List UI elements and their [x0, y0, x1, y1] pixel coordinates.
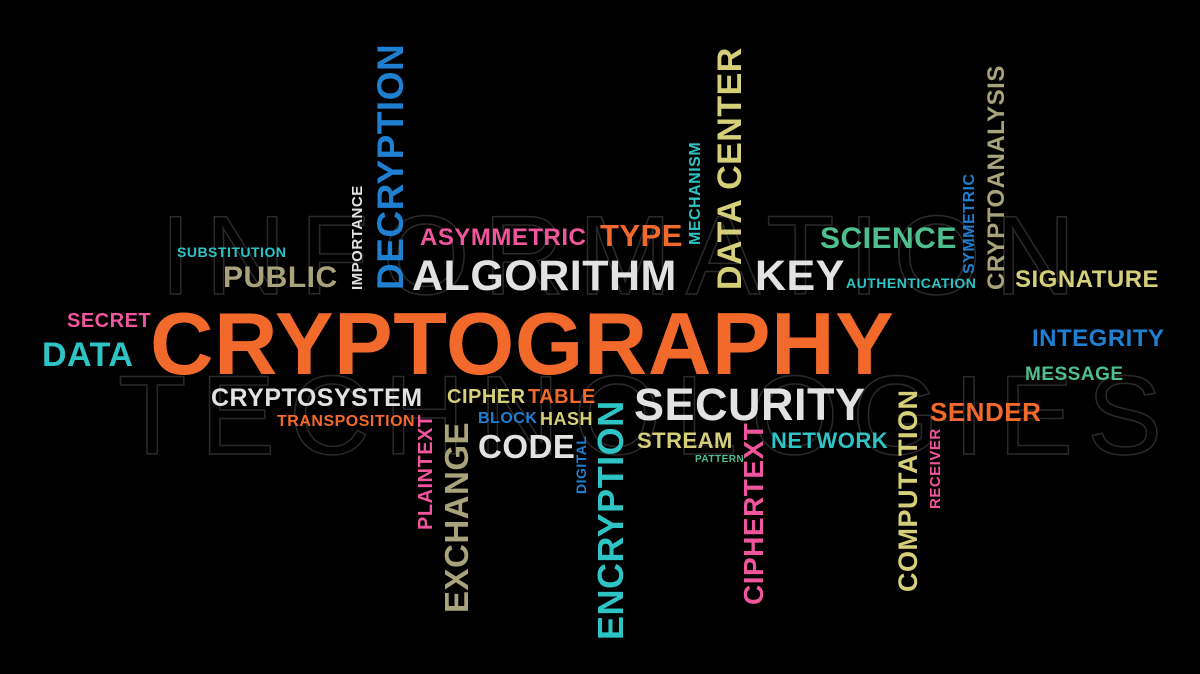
bg-word-information: INFORMATION — [159, 193, 1090, 318]
word-digital: DIGITAL — [573, 435, 589, 494]
word-data: DATA — [42, 336, 134, 374]
word-message: MESSAGE — [1025, 364, 1124, 385]
word-hash: HASH — [540, 409, 594, 429]
word-science: SCIENCE — [820, 222, 957, 255]
word-importance: IMPORTANCE — [349, 185, 366, 290]
word-substitution: SUBSTITUTION — [177, 244, 287, 260]
word-network: NETWORK — [771, 428, 889, 453]
word-table: TABLE — [528, 386, 596, 408]
word-signature: SIGNATURE — [1015, 266, 1160, 293]
word-cipher: CIPHER — [447, 386, 526, 408]
bg-word-technologies: TECHNOLOGIES — [117, 353, 1176, 478]
word-transposition: TRANSPOSITION — [277, 413, 416, 430]
word-sender: SENDER — [930, 397, 1042, 427]
word-key: KEY — [755, 252, 845, 300]
word-encryption: ENCRYPTION — [590, 400, 631, 640]
word-security: SECURITY — [634, 379, 866, 430]
word-type: TYPE — [600, 218, 683, 253]
word-pattern: PATTERN — [695, 454, 745, 465]
word-algorithm: ALGORITHM — [412, 252, 677, 300]
word-decryption: DECRYPTION — [370, 43, 411, 290]
word-stream: STREAM — [637, 428, 733, 453]
word-exchange: EXCHANGE — [438, 421, 475, 613]
word-public: PUBLIC — [223, 261, 338, 294]
word-integrity: INTEGRITY — [1032, 325, 1165, 352]
word-symmetric: SYMMETRIC — [961, 173, 978, 275]
word-cryptosystem: CRYPTOSYSTEM — [211, 384, 423, 412]
word-cryptoanalysis: CRYPTOANALYSIS — [983, 65, 1010, 290]
word-plaintext: PLAINTEXT — [415, 414, 437, 530]
word-receiver: RECEIVER — [927, 428, 944, 509]
word-data-center: DATA CENTER — [711, 47, 749, 290]
word-computation: COMPUTATION — [893, 389, 923, 592]
word-cryptography: CRYPTOGRAPHY — [150, 294, 895, 393]
word-authentication: AUTHENTICATION — [846, 275, 977, 291]
word-block: BLOCK — [478, 410, 538, 427]
word-code: CODE — [478, 428, 576, 465]
word-secret: SECRET — [67, 310, 152, 332]
word-asymmetric: ASYMMETRIC — [420, 224, 587, 251]
word-mechanism: MECHANISM — [687, 141, 704, 245]
word-ciphertext: CIPHERTEXT — [738, 422, 769, 605]
